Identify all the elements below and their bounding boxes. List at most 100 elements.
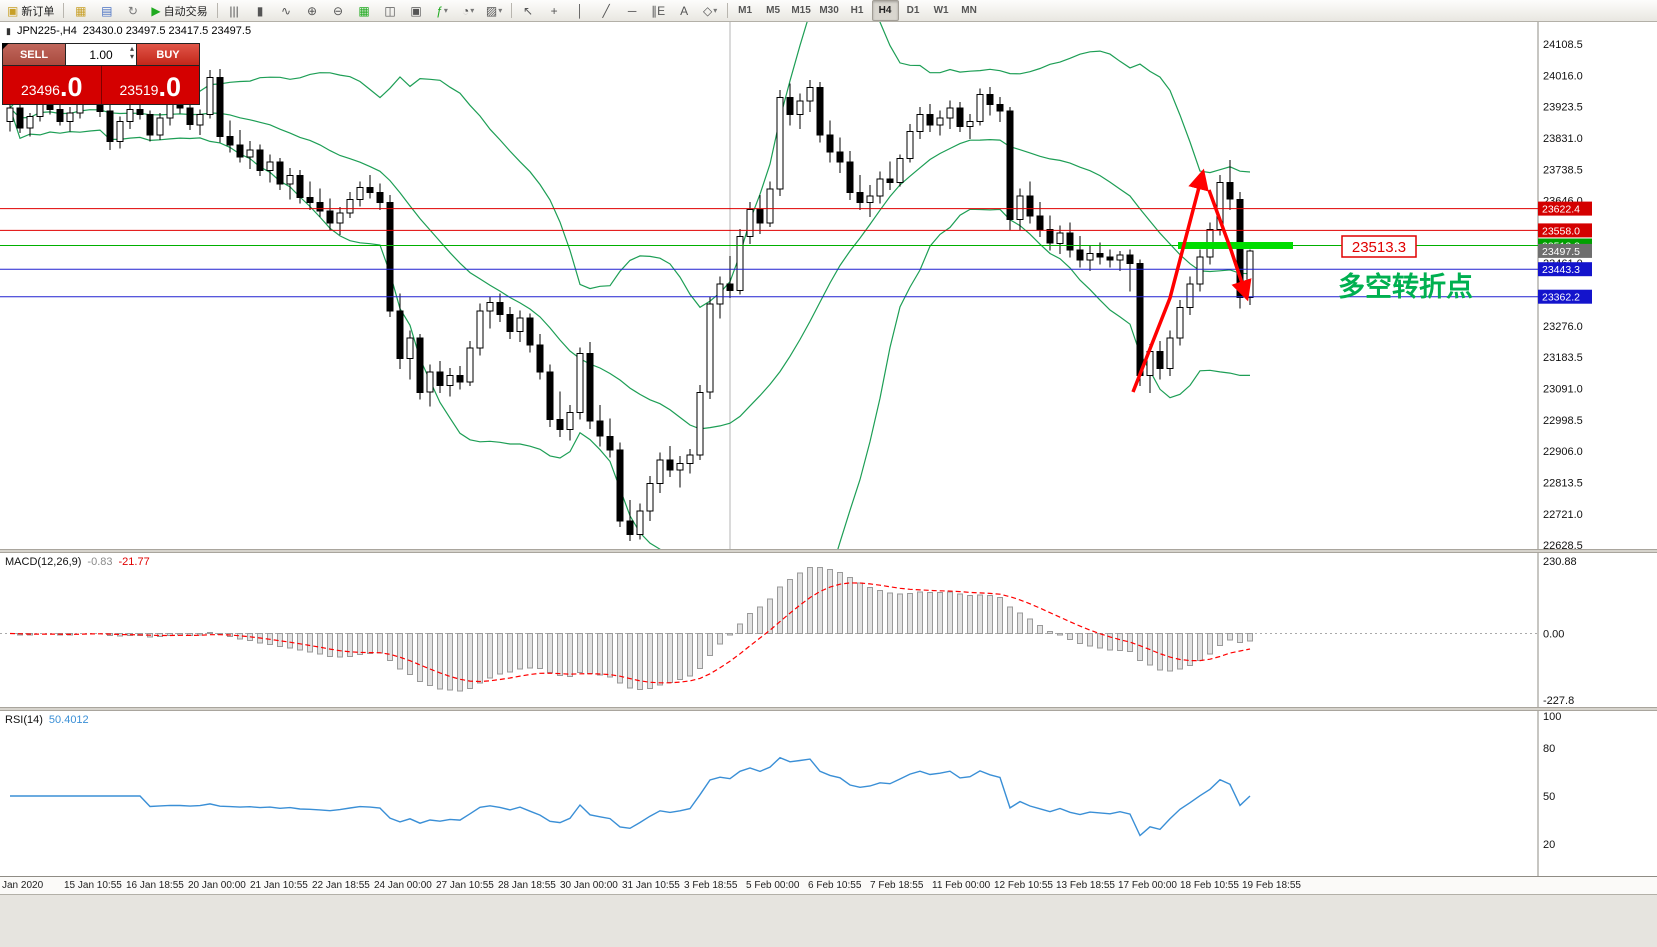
candle — [726, 283, 734, 292]
dropdown-arrow-icon[interactable]: ▾ — [443, 6, 448, 15]
toolbar-separator — [63, 3, 65, 18]
text-tool-button[interactable]: A — [672, 0, 697, 21]
autotrading-button[interactable]: ▶ 自动交易 — [146, 0, 212, 21]
rsi-line — [10, 756, 1251, 837]
candle — [1036, 215, 1044, 231]
timeframe-button-h1[interactable]: H1 — [850, 5, 864, 16]
time-axis-label: 11 Feb 00:00 — [932, 880, 991, 891]
rsi-label: RSI(14) 50.4012 — [5, 714, 89, 726]
timeframe-button-m30[interactable]: M30 — [819, 5, 839, 16]
time-axis-label: 27 Jan 10:55 — [436, 880, 494, 891]
candle — [746, 208, 754, 237]
new-order-icon: ▣ — [7, 3, 19, 18]
candle — [836, 151, 844, 163]
cascade-windows-icon: ▣ — [410, 3, 422, 18]
new-order-button[interactable]: ▣ 新订单 — [2, 0, 59, 21]
bar-chart-type-button[interactable]: ||| — [222, 0, 247, 21]
price-axis-label: 24016.0 — [1543, 70, 1583, 82]
horizontal-line-tool-button[interactable]: ─ — [620, 0, 645, 21]
rsi-scale-label: 20 — [1543, 839, 1555, 851]
candle — [236, 144, 244, 158]
macd-scale-label: 0.00 — [1543, 629, 1564, 641]
time-axis-label: Jan 2020 — [2, 880, 44, 891]
time-axis-label: 17 Feb 00:00 — [1118, 880, 1177, 891]
grid-icon: ▦ — [358, 3, 370, 18]
candle — [1166, 337, 1174, 370]
buy-price-display[interactable]: 23519.0 — [100, 66, 199, 104]
candle — [1046, 229, 1054, 244]
volume-spinner[interactable]: ▴ ▾ — [130, 45, 134, 61]
vertical-line-tool-button[interactable]: │ — [568, 0, 593, 21]
candle — [416, 337, 424, 393]
price-tag — [1538, 243, 1592, 258]
vertical-line-tool-icon: │ — [576, 3, 584, 18]
timeframe-button-m1[interactable]: M1 — [738, 5, 753, 16]
candlestick-chart-type-button[interactable]: ▮ — [248, 0, 273, 21]
timeframe-button-mn[interactable]: MN — [961, 5, 977, 16]
trendline-tool-button[interactable]: ╱ — [594, 0, 619, 21]
periods-button[interactable]: ◔ ▾ — [456, 0, 481, 21]
candle — [116, 120, 124, 143]
ohlc-values: 23430.0 23497.5 23417.5 23497.5 — [82, 25, 252, 37]
grid-button[interactable]: ▦ — [352, 0, 377, 21]
candle — [346, 198, 354, 214]
candle — [716, 283, 724, 305]
candle — [596, 420, 604, 437]
cursor-tool-button[interactable]: ↖ — [516, 0, 541, 21]
dropdown-arrow-icon[interactable]: ▾ — [498, 6, 503, 15]
candle — [776, 97, 784, 190]
dropdown-arrow-icon[interactable]: ▾ — [470, 6, 475, 15]
spinner-down-icon[interactable]: ▾ — [129, 52, 134, 61]
sell-button[interactable]: SELL — [3, 44, 65, 65]
price-label-box[interactable] — [1341, 235, 1417, 258]
macd-signal-line — [9, 582, 1251, 684]
candle — [506, 313, 514, 332]
chart-window-button[interactable]: ▦ — [68, 0, 93, 21]
pane-splitter[interactable] — [0, 549, 1657, 553]
timeframe-button-m5[interactable]: M5 — [766, 5, 781, 16]
timeframe-button-w1[interactable]: W1 — [933, 5, 949, 16]
turning-point-annotation[interactable]: 多空转折点 — [1338, 271, 1473, 302]
candle — [546, 371, 554, 420]
sell-price-display[interactable]: 23496.0 — [3, 66, 101, 104]
indicators-button[interactable]: ƒ ▾ — [430, 0, 455, 21]
macd-pane: 230.88 0.00 -227.8 MACD(12,26,9) -0.83 -21… — [0, 553, 1657, 707]
buy-button[interactable]: BUY — [137, 44, 199, 65]
candle — [156, 117, 164, 136]
zoom-out-button[interactable]: ⊖ — [326, 0, 351, 21]
tile-windows-button[interactable]: ◫ — [378, 0, 403, 21]
templates-button[interactable]: ▨ ▾ — [482, 0, 507, 21]
candle — [1126, 254, 1134, 265]
timeframe-button-h4[interactable]: H4 — [871, 0, 899, 21]
crosshair-tool-button[interactable]: + — [542, 0, 567, 21]
candle — [316, 202, 324, 212]
down-arrow-annotation[interactable] — [1207, 189, 1252, 302]
candle — [1226, 181, 1234, 200]
spinner-up-icon[interactable]: ▴ — [129, 44, 134, 53]
svg-text:23558.0: 23558.0 — [1542, 225, 1580, 237]
line-chart-type-button[interactable]: ∿ — [274, 0, 299, 21]
candlestick-chart-type-icon: ▮ — [256, 3, 264, 18]
rsi-scale-label: 50 — [1543, 791, 1555, 803]
profiles-button[interactable]: ▤ — [94, 0, 119, 21]
volume-field[interactable]: 1.00 ▴ ▾ — [65, 44, 137, 65]
one-click-collapse-button[interactable] — [2, 43, 9, 50]
pane-splitter[interactable] — [0, 707, 1657, 711]
timeframe-button-m15[interactable]: M15 — [791, 5, 811, 16]
shapes-tool-button[interactable]: ◇ ▾ — [698, 0, 723, 21]
candle — [566, 412, 574, 431]
zoom-in-button[interactable]: ⊕ — [300, 0, 325, 21]
dropdown-arrow-icon[interactable]: ▾ — [713, 6, 718, 15]
timeframe-button-d1[interactable]: D1 — [906, 5, 920, 16]
candle — [366, 186, 374, 193]
up-arrow-annotation[interactable] — [1131, 168, 1209, 393]
candle — [266, 161, 274, 171]
cascade-windows-button[interactable]: ▣ — [404, 0, 429, 21]
time-axis-label: 7 Feb 18:55 — [870, 880, 924, 891]
candle — [856, 192, 864, 204]
candle — [866, 195, 874, 204]
channel-tool-button[interactable]: ∥E — [646, 0, 671, 21]
candle — [466, 347, 474, 383]
refresh-button[interactable]: ↻ — [120, 0, 145, 21]
macd-histogram — [17, 567, 1253, 692]
